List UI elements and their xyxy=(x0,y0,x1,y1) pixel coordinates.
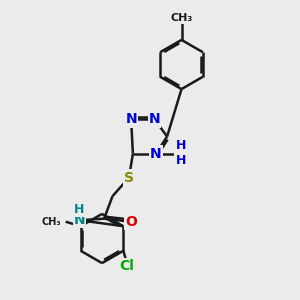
Text: H: H xyxy=(176,139,186,152)
Text: N: N xyxy=(150,147,162,160)
Text: N: N xyxy=(149,112,160,126)
Text: N: N xyxy=(74,213,85,227)
Text: N: N xyxy=(125,112,137,126)
Text: H: H xyxy=(74,203,85,216)
Text: N: N xyxy=(175,147,186,160)
Text: Cl: Cl xyxy=(119,259,134,273)
Text: S: S xyxy=(124,171,134,184)
Text: H: H xyxy=(74,203,85,216)
Text: O: O xyxy=(125,215,137,229)
Text: N: N xyxy=(175,147,186,160)
Text: H: H xyxy=(176,154,186,167)
Text: H: H xyxy=(176,154,186,167)
Text: Cl: Cl xyxy=(119,259,134,273)
Text: N: N xyxy=(150,147,162,160)
Text: CH₃: CH₃ xyxy=(170,13,193,23)
Text: CH₃: CH₃ xyxy=(42,217,61,227)
Text: S: S xyxy=(124,171,134,184)
Text: O: O xyxy=(125,215,137,229)
Text: N: N xyxy=(125,112,137,126)
Text: H: H xyxy=(176,139,186,152)
Text: N: N xyxy=(74,213,85,227)
Text: N: N xyxy=(149,112,160,126)
